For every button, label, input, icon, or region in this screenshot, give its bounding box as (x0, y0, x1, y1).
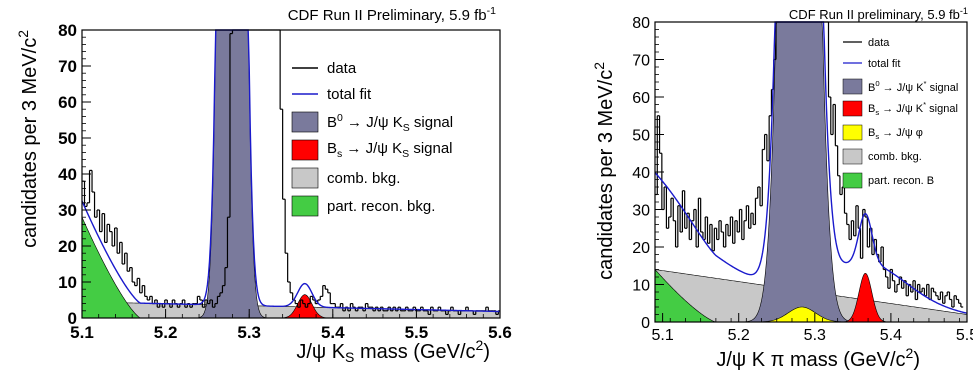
y-axis-label: candidates per 3 MeV/c2 (15, 30, 41, 248)
y-tick-label: 0 (641, 315, 650, 332)
x-tick-label: 5.2 (154, 323, 178, 342)
x-tick-label: 5.6 (488, 323, 512, 342)
plot-frame (81, 29, 501, 319)
chart-title: CDF Run II preliminary, 5.9 fb-1 (789, 6, 968, 22)
y-tick-label: 40 (58, 165, 77, 184)
y-tick-label: 50 (632, 128, 650, 145)
legend-swatch-b0 (842, 78, 863, 95)
y-tick-label: 30 (58, 201, 77, 220)
legend-label-part: part. recon. bkg. (327, 198, 435, 215)
legend-label-bs: Bs → J/ψ KS signal (327, 140, 453, 160)
legend-label-comb: comb. bkg. (868, 151, 922, 163)
y-tick-label: 20 (58, 237, 77, 256)
y-tick-label: 60 (632, 90, 650, 107)
y-axis-label: candidates per 3 MeV/c2 (591, 62, 617, 280)
y-tick-label: 40 (632, 165, 650, 182)
left-chart: 5.1 5.2 5.3 5.4 5.5 5.6 0 10 20 30 40 50 60 70 80 CDF … (15, 5, 512, 365)
legend-swatch-b0 (291, 111, 319, 133)
legend-label-comb: comb. bkg. (327, 170, 400, 187)
y-tick-label: 10 (58, 273, 77, 292)
y-tick-label: 80 (632, 15, 650, 32)
legend-swatch-bs (291, 139, 319, 161)
legend-swatch-part (291, 195, 319, 217)
x-tick-label: 5.1 (651, 327, 673, 344)
legend: data total fit B0 → J/ψ K* signal Bs → J… (842, 37, 958, 189)
y-tick-label: 30 (632, 203, 650, 220)
total-fit-line (81, 29, 501, 313)
legend-swatch-bs (842, 100, 863, 117)
x-tick-label: 5.3 (237, 323, 261, 342)
x-tick-label: 5.4 (880, 327, 902, 344)
legend-swatch-part (842, 172, 863, 189)
y-tick-label: 60 (58, 93, 77, 112)
x-axis-label: J/ψ K π mass (GeV/c2) (716, 345, 920, 371)
legend: data total fit B0 → J/ψ KS signal Bs → J… (291, 60, 453, 217)
legend-swatch-comb (842, 148, 863, 165)
x-tick-label: 5.5 (956, 327, 973, 344)
y-tick-label: 70 (58, 57, 77, 76)
legend-label-fit: total fit (327, 86, 372, 103)
legend-label-fit: total fit (868, 58, 900, 70)
legend-label-b0: B0 → J/ψ K* signal (868, 79, 958, 94)
y-tick-label: 10 (632, 278, 650, 295)
x-tick-label: 5.4 (321, 323, 345, 342)
x-tick-label: 5.1 (70, 323, 94, 342)
legend-label-b0: B0 → J/ψ KS signal (327, 112, 453, 134)
x-axis-label: J/ψ KS mass (GeV/c2) (296, 337, 490, 365)
legend-label-data: data (327, 60, 357, 77)
y-tick-label: 70 (632, 53, 650, 70)
legend-swatch-comb (291, 167, 319, 189)
legend-label-bsphi: Bs → J/ψ φ (868, 127, 923, 141)
right-chart: 5.1 5.2 5.3 5.4 5.5 0 10 20 30 40 50 60 70 80 CDF Run… (591, 6, 973, 371)
legend-label-data: data (868, 37, 890, 49)
legend-label-bs: Bs → J/ψ K* signal (868, 100, 958, 117)
x-tick-label: 5.5 (405, 323, 429, 342)
legend-label-part: part. recon. B (868, 175, 934, 187)
legend-swatch-bsphi (842, 124, 863, 141)
y-tick-label: 20 (632, 240, 650, 257)
b0-signal-area (82, 29, 500, 319)
y-tick-label: 50 (58, 129, 77, 148)
x-tick-label: 5.3 (804, 327, 826, 344)
x-tick-label: 5.2 (728, 327, 750, 344)
chart-title: CDF Run II Preliminary, 5.9 fb-1 (288, 5, 496, 24)
y-tick-label: 80 (58, 21, 77, 40)
y-tick-label: 0 (68, 309, 77, 328)
